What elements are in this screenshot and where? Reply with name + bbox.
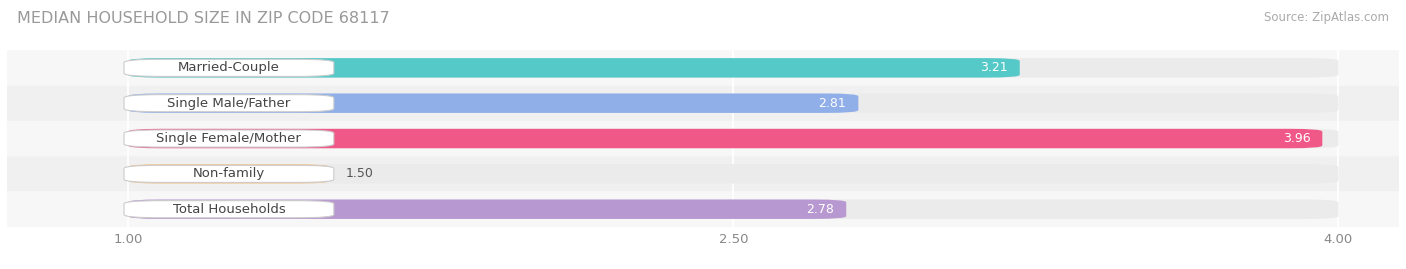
FancyBboxPatch shape xyxy=(124,165,333,182)
FancyBboxPatch shape xyxy=(128,94,1339,113)
FancyBboxPatch shape xyxy=(128,58,1339,77)
FancyBboxPatch shape xyxy=(128,58,1019,77)
Text: 2.81: 2.81 xyxy=(818,97,846,110)
Text: 2.78: 2.78 xyxy=(806,203,834,216)
FancyBboxPatch shape xyxy=(128,94,858,113)
FancyBboxPatch shape xyxy=(7,156,1399,192)
FancyBboxPatch shape xyxy=(128,164,330,183)
FancyBboxPatch shape xyxy=(7,192,1399,227)
Text: 3.96: 3.96 xyxy=(1282,132,1310,145)
FancyBboxPatch shape xyxy=(7,121,1399,156)
FancyBboxPatch shape xyxy=(128,164,1339,183)
Text: Source: ZipAtlas.com: Source: ZipAtlas.com xyxy=(1264,11,1389,24)
FancyBboxPatch shape xyxy=(124,130,333,147)
FancyBboxPatch shape xyxy=(128,200,846,219)
Text: Single Male/Father: Single Male/Father xyxy=(167,97,291,110)
Text: Married-Couple: Married-Couple xyxy=(179,61,280,74)
FancyBboxPatch shape xyxy=(7,86,1399,121)
FancyBboxPatch shape xyxy=(128,129,1322,148)
Text: 3.21: 3.21 xyxy=(980,61,1008,74)
Text: 1.50: 1.50 xyxy=(346,167,374,180)
FancyBboxPatch shape xyxy=(128,200,1339,219)
FancyBboxPatch shape xyxy=(124,201,333,218)
FancyBboxPatch shape xyxy=(124,95,333,112)
FancyBboxPatch shape xyxy=(7,50,1399,86)
Text: Total Households: Total Households xyxy=(173,203,285,216)
Text: Non-family: Non-family xyxy=(193,167,266,180)
FancyBboxPatch shape xyxy=(128,129,1339,148)
FancyBboxPatch shape xyxy=(124,59,333,76)
Text: Single Female/Mother: Single Female/Mother xyxy=(156,132,301,145)
Text: MEDIAN HOUSEHOLD SIZE IN ZIP CODE 68117: MEDIAN HOUSEHOLD SIZE IN ZIP CODE 68117 xyxy=(17,11,389,26)
